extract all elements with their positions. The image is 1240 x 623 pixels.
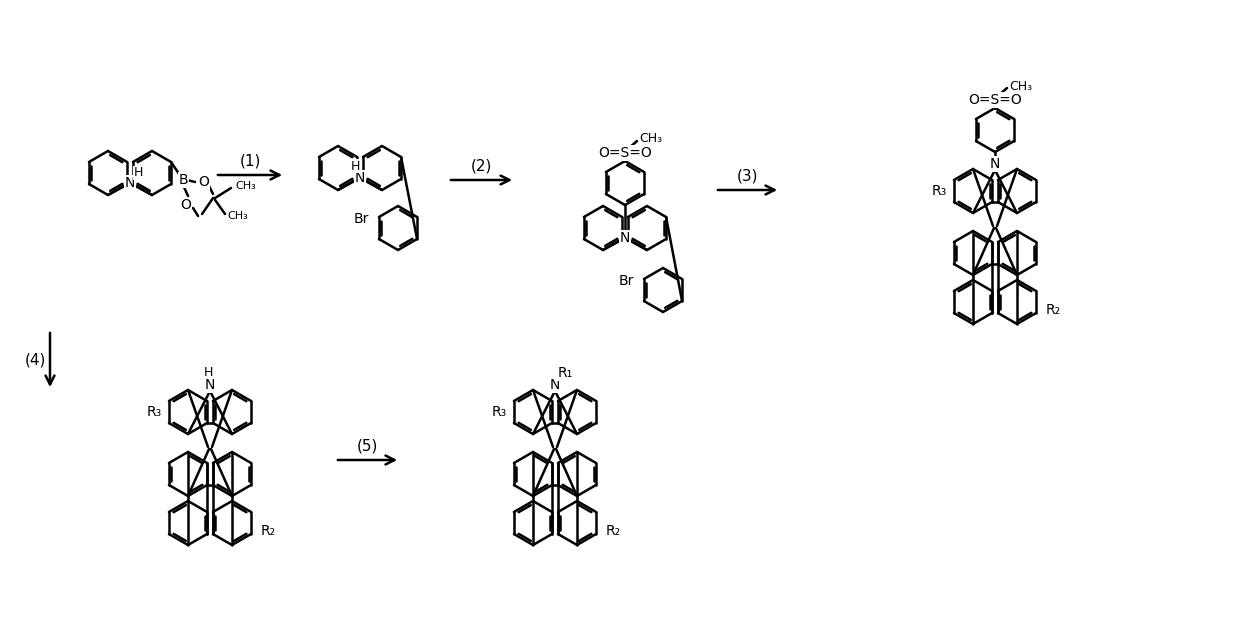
Text: R₃: R₃ <box>491 405 507 419</box>
Text: B: B <box>179 173 188 187</box>
Text: N: N <box>205 378 216 392</box>
Text: (4): (4) <box>25 353 46 368</box>
Text: CH₃: CH₃ <box>236 181 255 191</box>
Text: CH₃: CH₃ <box>1009 80 1032 92</box>
Text: H: H <box>203 366 213 379</box>
Text: O: O <box>181 198 191 212</box>
Text: (1): (1) <box>239 153 260 168</box>
Text: (5): (5) <box>357 439 378 454</box>
Text: N: N <box>620 231 630 245</box>
Text: R₂: R₂ <box>260 524 275 538</box>
Text: (2): (2) <box>471 158 492 173</box>
Text: (3): (3) <box>737 168 758 184</box>
Text: O=S=O: O=S=O <box>598 146 652 160</box>
Text: N: N <box>355 171 366 185</box>
Text: O=S=O: O=S=O <box>968 93 1022 107</box>
Text: R₂: R₂ <box>605 524 620 538</box>
Text: Br: Br <box>619 274 634 288</box>
Text: Br: Br <box>353 212 368 226</box>
Text: R₃: R₃ <box>931 184 946 198</box>
Text: H: H <box>351 159 360 173</box>
Text: R₁: R₁ <box>557 366 573 380</box>
Text: N: N <box>549 378 560 392</box>
Text: R₂: R₂ <box>1045 303 1060 317</box>
Text: N: N <box>990 157 1001 171</box>
Text: H: H <box>134 166 143 179</box>
Text: O: O <box>198 175 210 189</box>
Text: R₃: R₃ <box>146 405 161 419</box>
Text: N: N <box>125 176 135 190</box>
Text: CH₃: CH₃ <box>227 211 248 221</box>
Text: CH₃: CH₃ <box>639 133 662 146</box>
